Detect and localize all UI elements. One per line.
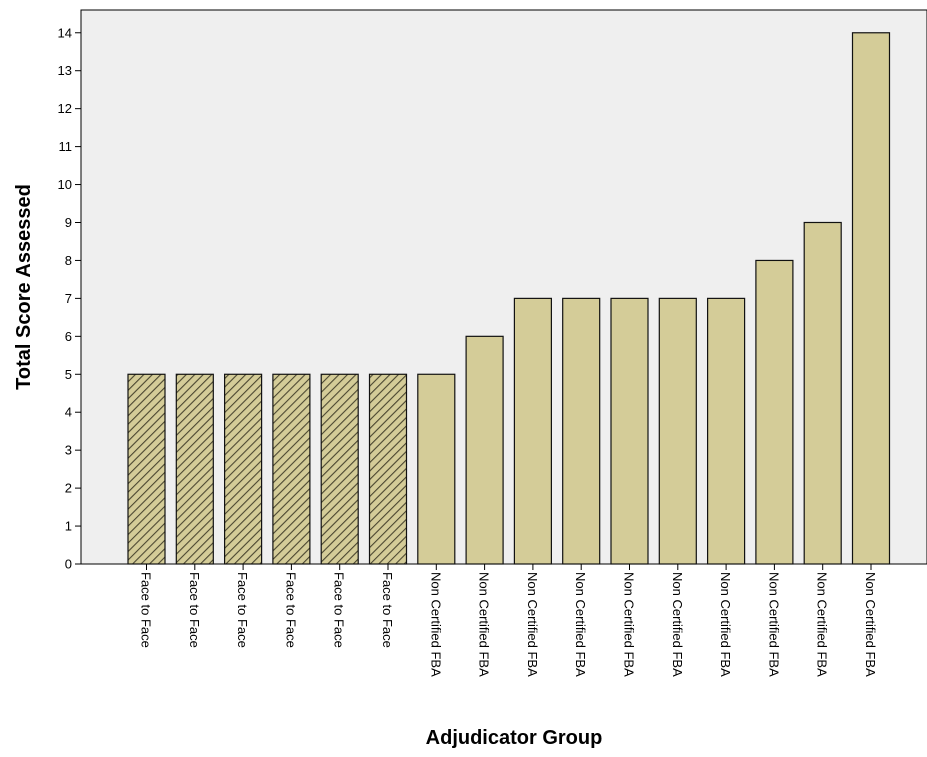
y-tick-label: 11 bbox=[59, 139, 73, 154]
bar bbox=[465, 335, 504, 565]
bar bbox=[658, 297, 697, 565]
bar bbox=[127, 373, 166, 565]
y-tick-label: 14 bbox=[58, 25, 72, 40]
x-category-label: Face to Face bbox=[332, 572, 347, 648]
bar bbox=[368, 373, 408, 565]
y-tick-label: 1 bbox=[65, 519, 72, 534]
x-category-label: Non Certified FBA bbox=[477, 572, 492, 677]
x-axis: Face to Face Face to Face Face to Face Face… bbox=[139, 564, 878, 677]
x-category-label: Face to Face bbox=[235, 572, 250, 648]
x-category-label: Face to Face bbox=[187, 572, 202, 648]
bar bbox=[417, 373, 456, 565]
bar bbox=[320, 373, 359, 565]
bars bbox=[127, 32, 891, 565]
x-category-label: Non Certified FBA bbox=[670, 572, 685, 677]
x-category-label: Non Certified FBA bbox=[766, 572, 781, 677]
bar bbox=[706, 297, 746, 565]
bar bbox=[610, 297, 649, 565]
x-category-label: Non Certified FBA bbox=[815, 572, 830, 677]
y-tick-label: 7 bbox=[65, 291, 72, 306]
y-tick-label: 2 bbox=[65, 481, 72, 496]
y-tick-label: 9 bbox=[65, 215, 72, 230]
bar bbox=[851, 32, 891, 565]
y-axis-title: Total Score Assessed bbox=[13, 184, 35, 390]
y-tick-label: 10 bbox=[58, 177, 72, 192]
x-category-label: Non Certified FBA bbox=[863, 572, 878, 677]
x-category-label: Face to Face bbox=[139, 572, 154, 648]
x-axis-title: Adjudicator Group bbox=[426, 727, 603, 749]
y-tick-label: 4 bbox=[65, 405, 72, 420]
bar bbox=[755, 259, 794, 565]
x-category-label: Non Certified FBA bbox=[718, 572, 733, 677]
y-tick-label: 3 bbox=[65, 443, 72, 458]
bar bbox=[803, 221, 842, 565]
bar bbox=[175, 373, 214, 565]
x-category-label: Non Certified FBA bbox=[573, 572, 588, 677]
bar bbox=[272, 373, 311, 565]
x-category-label: Face to Face bbox=[283, 572, 298, 648]
y-tick-label: 13 bbox=[58, 63, 72, 78]
y-tick-label: 0 bbox=[65, 557, 72, 572]
bar bbox=[224, 373, 263, 565]
x-category-label: Non Certified FBA bbox=[525, 572, 540, 677]
y-tick-label: 12 bbox=[58, 101, 72, 116]
bar bbox=[562, 297, 601, 565]
x-category-label: Face to Face bbox=[380, 572, 395, 648]
y-tick-label: 8 bbox=[65, 253, 72, 268]
x-category-label: Non Certified FBA bbox=[622, 572, 637, 677]
y-tick-label: 5 bbox=[65, 367, 72, 382]
bar bbox=[513, 297, 553, 565]
y-tick-label: 6 bbox=[65, 329, 72, 344]
x-category-label: Non Certified FBA bbox=[428, 572, 443, 677]
